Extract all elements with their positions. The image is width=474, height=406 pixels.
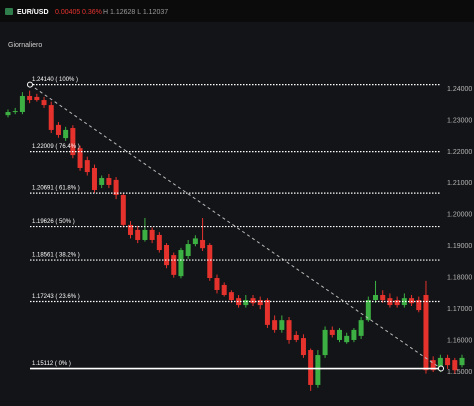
candle-body [394, 300, 400, 306]
y-tick-label: 1.24000 [447, 86, 472, 93]
candle-body [19, 95, 25, 113]
fib-level-label: 1.22009 ( 76.4% ) [32, 144, 80, 150]
fib-level-label: 1.19626 ( 50% ) [32, 219, 75, 225]
candle-body [228, 292, 234, 301]
candle-body [12, 111, 18, 113]
candle-body [409, 298, 415, 304]
candle-body [236, 298, 242, 306]
candle-body [329, 329, 335, 335]
y-tick-label: 1.19000 [447, 243, 472, 250]
candle-body [358, 320, 364, 336]
candle-body [264, 300, 270, 325]
candle-body [27, 95, 33, 101]
candle-body [63, 129, 69, 139]
candle-body [257, 300, 263, 306]
fib-anchor [438, 365, 444, 372]
y-tick-label: 1.20000 [447, 212, 472, 219]
candle-body [445, 357, 451, 366]
candle-body [452, 360, 458, 371]
candle-body [308, 350, 314, 385]
candle-body [365, 300, 371, 321]
candle-body [48, 105, 54, 130]
candle-body [272, 320, 278, 330]
price-range: H 1.12628 L 1.12037 [103, 9, 168, 16]
fib-trend-line [29, 84, 442, 369]
candle-body [91, 167, 97, 190]
candle-body [99, 178, 105, 185]
candle-body [387, 298, 393, 306]
candle-body [315, 355, 321, 385]
candle-body [459, 357, 465, 366]
candle-body [373, 295, 379, 301]
candle-body [135, 229, 141, 240]
fib-level-label: 1.24140 ( 100% ) [32, 77, 78, 83]
fib-level-label: 1.18561 ( 38.2% ) [32, 253, 80, 259]
candle-body [416, 300, 422, 311]
y-tick-label: 1.16000 [447, 337, 472, 344]
fib-level-label: 1.15112 ( 0% ) [32, 361, 71, 367]
candle-body [171, 255, 177, 275]
candle-body [142, 229, 148, 240]
candle-body [430, 360, 436, 371]
candle-body [344, 335, 350, 343]
y-tick-label: 1.21000 [447, 180, 472, 187]
candle-body [84, 160, 90, 173]
change: 0.00405 [55, 9, 80, 16]
candle-body [423, 295, 429, 371]
candle-body [128, 224, 134, 235]
symbol[interactable]: EUR/USD [17, 9, 49, 16]
candle-body [437, 357, 443, 371]
candle-body [214, 278, 220, 290]
candle-body [401, 298, 407, 306]
candle-body [70, 128, 76, 156]
fib-level-label: 1.20691 ( 61.8% ) [32, 186, 80, 192]
candle-body [178, 250, 184, 277]
header-bar [0, 0, 474, 22]
symbol-icon[interactable] [5, 8, 13, 15]
candle-body [279, 320, 285, 330]
candle-body [207, 245, 213, 279]
candle-body [300, 338, 306, 356]
change-percent: 0.36% [82, 9, 102, 16]
candle-body [55, 124, 61, 135]
candle-body [185, 244, 191, 257]
candle-body [164, 245, 170, 266]
candle-body [221, 284, 227, 296]
y-tick-label: 1.18000 [447, 275, 472, 282]
candle-body [5, 112, 11, 116]
interval-label: Giornaliero [8, 42, 42, 49]
candle-body [380, 295, 386, 301]
candle-body [149, 229, 155, 240]
y-tick-label: 1.17000 [447, 306, 472, 313]
candle-body [192, 238, 198, 245]
fib-level-label: 1.17243 ( 23.6% ) [32, 294, 80, 300]
candle-body [41, 100, 47, 106]
candle-body [120, 195, 126, 225]
candle-body [113, 179, 119, 196]
candle-body [156, 234, 162, 251]
candle-body [322, 329, 328, 356]
candle-body [336, 329, 342, 340]
fib-anchor [27, 81, 33, 88]
candle-body [34, 96, 40, 101]
candle-body [77, 148, 83, 168]
y-tick-label: 1.22000 [447, 149, 472, 156]
candle-body [106, 178, 112, 185]
candle-body [200, 239, 206, 249]
candle-body [293, 334, 299, 340]
candle-body [250, 298, 256, 304]
y-tick-label: 1.15000 [447, 369, 472, 376]
candle-body [243, 300, 249, 306]
candle-body [286, 320, 292, 340]
plot-area: 1.24000 1.23000 1.22000 1.21000 1.20000 1.190… [5, 77, 472, 391]
candle-body [351, 329, 357, 340]
y-tick-label: 1.23000 [447, 117, 472, 124]
